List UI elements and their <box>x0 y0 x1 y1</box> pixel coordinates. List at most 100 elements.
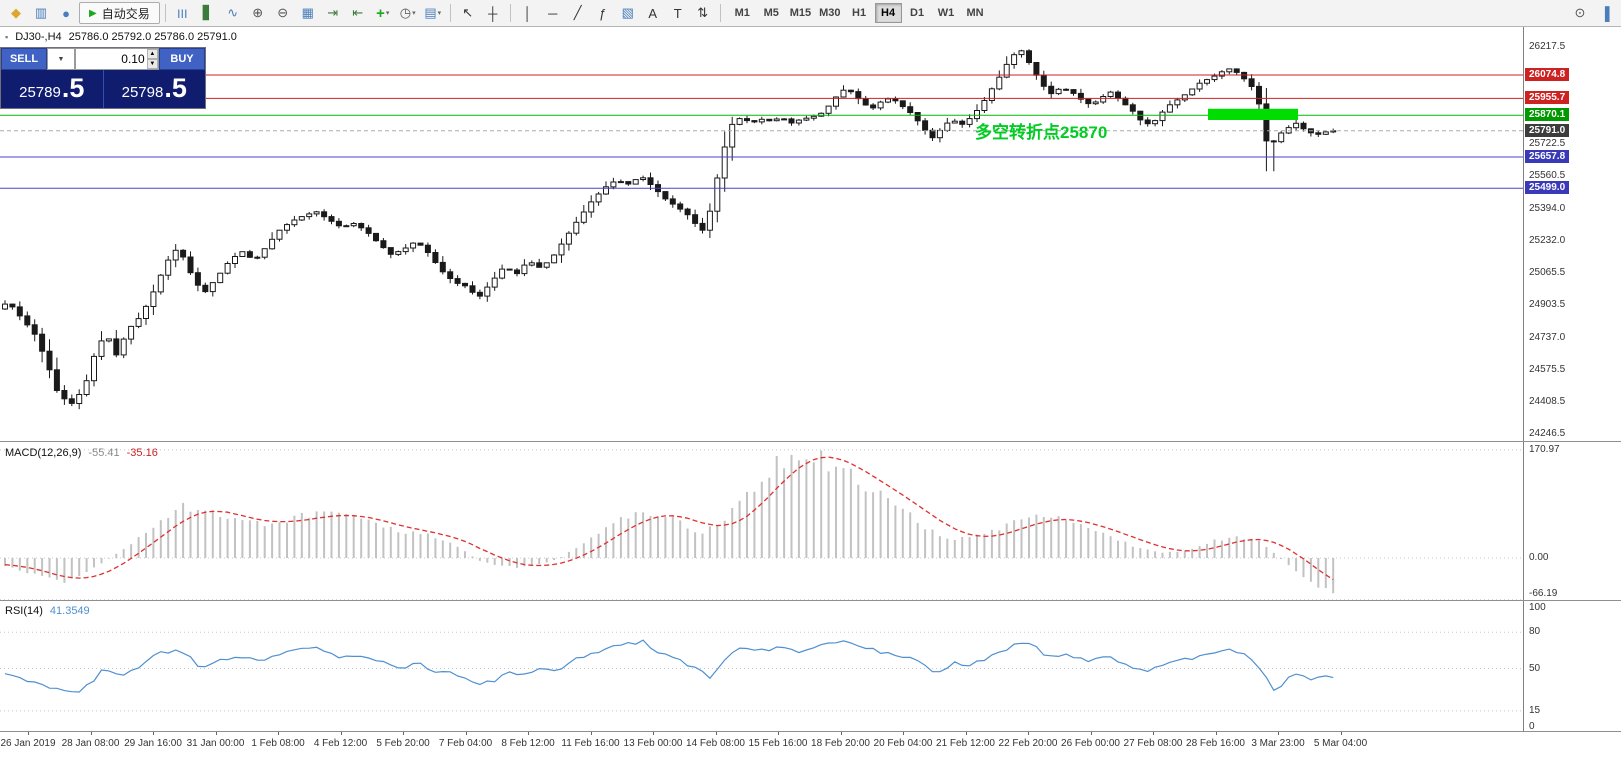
time-axis-label: 13 Feb 00:00 <box>623 738 683 749</box>
time-tick <box>28 732 29 735</box>
timeframe-h1[interactable]: H1 <box>846 3 873 23</box>
price-level-badge: 25791.0 <box>1525 123 1570 137</box>
data-window-icon: ▐ <box>1600 5 1610 21</box>
time-axis-label: 21 Feb 12:00 <box>936 738 995 749</box>
buy-price-big-digit: .5 <box>164 73 187 103</box>
zoom-in-icon[interactable]: ⊕ <box>246 2 270 24</box>
time-axis-label: 5 Feb 20:00 <box>376 738 430 749</box>
time-tick <box>590 732 592 735</box>
price-axis-label: 24246.5 <box>1529 428 1566 440</box>
price-level-badge: 26074.8 <box>1525 68 1570 82</box>
chart-shift-icon[interactable]: ⇤ <box>346 2 370 24</box>
text-label-icon: T <box>673 5 682 21</box>
bar-chart-icon[interactable]: ||| <box>171 2 195 24</box>
shapes-icon: ▧ <box>621 5 634 20</box>
periods-icon: ◷ <box>399 5 412 20</box>
highlight-zone-rect[interactable] <box>1208 108 1298 120</box>
annotation-text[interactable]: 多空转折点25870 <box>975 122 1107 142</box>
profiles-icon: ● <box>62 5 70 21</box>
chevron-down-icon: ▾ <box>412 10 416 17</box>
time-tick <box>715 732 717 735</box>
time-tick <box>1028 732 1029 735</box>
timeframe-m15[interactable]: M15 <box>787 3 814 23</box>
lot-size-input[interactable] <box>76 49 147 69</box>
zoom-out-icon[interactable]: ⊖ <box>271 2 295 24</box>
rsi-axis-label: 50 <box>1529 662 1541 674</box>
time-tick <box>403 732 404 735</box>
text-icon[interactable]: A <box>641 2 665 24</box>
horizontal-line-icon[interactable]: ─ <box>541 2 565 24</box>
timeframe-d1[interactable]: D1 <box>904 3 931 23</box>
time-tick <box>340 732 342 735</box>
buy-button[interactable]: BUY <box>159 48 205 70</box>
templates-icon[interactable]: ▤ ▾ <box>421 2 445 24</box>
sell-price[interactable]: 25789.5 <box>1 70 103 108</box>
rsi-value: 41.3549 <box>49 605 90 617</box>
toolbar-separator <box>719 4 721 22</box>
order-type-dropdown[interactable]: ▼ <box>47 48 75 70</box>
candlestick-chart-icon[interactable]: ▋ <box>196 2 220 24</box>
timeframe-m30[interactable]: M30 <box>816 3 843 23</box>
text-label-icon[interactable]: T <box>666 2 690 24</box>
crosshair-icon[interactable]: ┼ <box>481 2 505 24</box>
timeframe-w1[interactable]: W1 <box>933 3 960 23</box>
play-icon: ▶ <box>89 7 97 19</box>
one-click-trading-panel: SELL ▼ ▲ ▼ BUY 25789.5 25798.5 <box>0 47 206 109</box>
timeframe-m5[interactable]: M5 <box>758 3 785 23</box>
time-axis-label: 28 Feb 16:00 <box>1186 738 1245 749</box>
price-axis[interactable]: 26217.526055.525722.525560.525394.025232… <box>1523 27 1621 732</box>
indicators-icon[interactable]: + ▾ <box>371 2 395 24</box>
time-tick <box>1278 732 1279 735</box>
vertical-line-icon[interactable]: │ <box>516 2 540 24</box>
macd-axis-label: 0.00 <box>1529 552 1549 563</box>
time-tick <box>90 732 92 735</box>
buy-price-main: 25798 <box>121 84 164 101</box>
time-axis-label: 15 Feb 16:00 <box>748 738 808 749</box>
chart-area[interactable]: 多空转折点25870 ▪ DJ30-,H4 25786.0 25792.0 25… <box>0 27 1523 733</box>
horizontal-level-lines[interactable] <box>0 74 1523 189</box>
time-axis-label: 8 Feb 12:00 <box>501 738 555 749</box>
time-axis-label: 31 Jan 00:00 <box>186 738 245 749</box>
panel-divider[interactable] <box>0 600 1621 601</box>
shapes-icon[interactable]: ▧ <box>616 2 640 24</box>
new-chart-icon: ▥ <box>34 5 48 20</box>
time-axis[interactable]: 26 Jan 2019 28 Jan 08:00 29 Jan 16:00 31 Ja… <box>0 732 1621 769</box>
tile-windows-icon[interactable]: ▦ <box>296 2 320 24</box>
macd-signal-line <box>4 456 1334 581</box>
time-axis-label: 5 Mar 04:00 <box>1313 738 1368 749</box>
time-tick <box>1340 732 1342 735</box>
candlesticks <box>2 49 1337 410</box>
auto-scroll-icon[interactable]: ⇥ <box>321 2 345 24</box>
time-axis-label: 7 Feb 04:00 <box>438 738 493 749</box>
autotrading-button[interactable]: ▶ 自动交易 <box>79 2 160 24</box>
new-order-icon[interactable]: ◆ <box>4 2 28 24</box>
line-chart-icon[interactable]: ∿ <box>221 2 245 24</box>
trendline-icon[interactable]: ╱ <box>566 2 590 24</box>
time-axis-label: 20 Feb 04:00 <box>873 738 933 749</box>
data-window-icon[interactable]: ▐ <box>1593 2 1617 24</box>
chevron-down-icon: ▾ <box>437 10 442 17</box>
time-axis-label: 3 Mar 23:00 <box>1251 738 1305 749</box>
search-icon[interactable]: ⊙ <box>1568 2 1592 24</box>
time-tick <box>465 732 467 735</box>
periods-icon[interactable]: ◷ ▾ <box>396 2 420 24</box>
panel-divider[interactable] <box>0 441 1621 442</box>
toolbar: ◆ ▥ ● ▶ 自动交易 ||| ▋ ∿ ⊕ ⊖ ▦ ⇥ ⇤ + ▾ ◷ ▾ ▤ ▾ ↖ ┼ │ ─ ╱ ƒ ▧ A T ⇅ M1 M5 M1… <box>0 0 1621 27</box>
time-axis-label: 18 Feb 20:00 <box>811 738 870 749</box>
zoom-in-icon: ⊕ <box>252 5 264 20</box>
fibonacci-icon[interactable]: ƒ <box>591 2 615 24</box>
profiles-icon[interactable]: ● <box>54 2 78 24</box>
timeframe-mn[interactable]: MN <box>962 3 989 23</box>
chart-canvas[interactable]: 多空转折点25870 <box>0 27 1523 733</box>
buy-price[interactable]: 25798.5 <box>102 70 206 108</box>
new-chart-icon[interactable]: ▥ <box>29 2 53 24</box>
lot-increase-button[interactable]: ▲ <box>146 49 158 59</box>
timeframe-m1[interactable]: M1 <box>729 3 756 23</box>
sell-button[interactable]: SELL <box>1 48 47 70</box>
arrows-icon[interactable]: ⇅ <box>691 2 715 24</box>
lot-decrease-button[interactable]: ▼ <box>146 59 158 69</box>
cursor-icon[interactable]: ↖ <box>456 2 480 24</box>
trade-panel-prices: 25789.5 25798.5 <box>1 70 205 108</box>
timeframe-h4[interactable]: H4 <box>874 3 902 23</box>
